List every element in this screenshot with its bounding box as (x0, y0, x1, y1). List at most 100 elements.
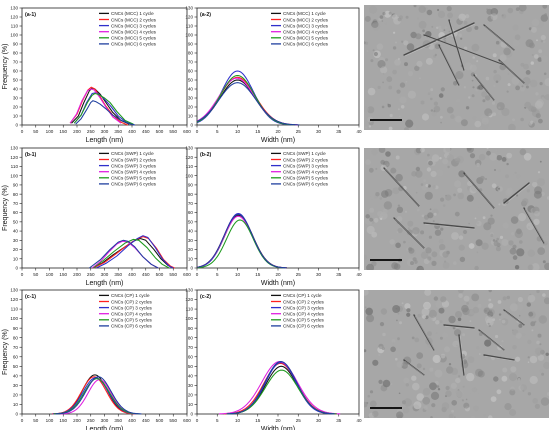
micrograph-grain (530, 61, 534, 65)
micrograph-grain (377, 85, 381, 89)
micrograph-grain (474, 265, 479, 270)
micrograph-grain (392, 341, 395, 344)
y-tick-label: 120 (185, 15, 193, 20)
micrograph-grain (433, 296, 439, 301)
micrograph-grain (407, 220, 414, 227)
micrograph-grain (401, 302, 404, 305)
micrograph-grain (457, 187, 463, 193)
micrograph-grain (365, 159, 371, 165)
micrograph-grain (406, 308, 411, 313)
nanocrystal-rod (523, 207, 545, 244)
micrograph-grain (379, 197, 383, 200)
y-tick-label: 90 (13, 42, 19, 47)
micrograph-grain (375, 192, 380, 197)
micrograph-grain (512, 244, 517, 249)
micrograph-grain (372, 410, 379, 418)
micrograph-grain (526, 222, 534, 231)
micrograph-grain (486, 150, 491, 156)
legend-entry: CNCs (CP) 6 cycles (283, 324, 325, 329)
x-tick-label: 35 (336, 129, 342, 134)
x-tick-label: 100 (46, 418, 54, 423)
micrograph-grain (471, 387, 478, 393)
micrograph-grain (536, 340, 540, 345)
micrograph-grain (384, 189, 393, 197)
micrograph-grain (368, 412, 375, 418)
micrograph-grain (443, 29, 446, 31)
x-tick-label: 450 (142, 129, 150, 134)
micrograph-grain (395, 357, 398, 361)
micrograph-grain (468, 222, 470, 225)
micrograph-grain (489, 153, 498, 161)
micrograph-grain (395, 242, 401, 249)
micrograph-grain (377, 60, 386, 69)
micrograph-grain (448, 363, 452, 366)
y-tick-label: 40 (188, 87, 194, 92)
series-line (96, 235, 174, 269)
micrograph-grain (381, 105, 385, 109)
micrograph-grain (510, 366, 517, 373)
micrograph-grain (372, 49, 375, 52)
y-tick-label: 120 (10, 15, 18, 20)
micrograph-grain (444, 26, 448, 29)
micrograph-grain (515, 332, 522, 339)
micrograph-grain (459, 71, 462, 74)
micrograph-grain (477, 370, 485, 378)
micrograph-grain (443, 148, 451, 154)
micrograph-grain (474, 120, 482, 128)
micrograph-grain (534, 403, 540, 409)
nanocrystal-rod (438, 44, 460, 86)
micrograph-grain (498, 169, 502, 173)
micrograph-grain (507, 7, 514, 14)
series-line (196, 79, 297, 126)
micrograph-grain (389, 113, 393, 118)
micrograph-grain (457, 317, 462, 322)
micrograph-grain (370, 59, 374, 63)
micrograph-grain (395, 173, 403, 182)
micrograph-grain (395, 41, 397, 44)
micrograph-grain (393, 263, 401, 270)
micrograph-grain (381, 190, 389, 198)
micrograph-grain (462, 333, 466, 337)
micrograph-grain (493, 74, 502, 83)
nanocrystal-rod (423, 222, 475, 229)
micrograph-grain (392, 69, 397, 75)
micrograph-grain (454, 329, 462, 337)
series-line (223, 362, 337, 415)
micrograph-grain (491, 183, 497, 189)
panel-label: (c-2) (200, 294, 211, 300)
micrograph-grain (405, 119, 414, 128)
x-tick-label: 250 (87, 418, 95, 423)
micrograph-grain (540, 349, 545, 355)
nanocrystal-rod (458, 334, 465, 376)
micrograph-grain (478, 153, 486, 161)
nanocrystal-rod-edge (394, 218, 426, 250)
micrograph-grain (458, 293, 463, 298)
micrograph-grain (484, 339, 492, 347)
micrograph-grain (512, 329, 519, 336)
micrograph-grain (522, 198, 529, 205)
micrograph-grain (528, 311, 534, 317)
x-tick-label: 200 (73, 129, 81, 134)
micrograph-grain (440, 121, 442, 124)
micrograph-grain (495, 40, 500, 45)
tem-micrograph-swp (364, 148, 549, 270)
micrograph-grain (508, 123, 516, 130)
micrograph-grain (529, 355, 538, 364)
y-tick-label: 0 (15, 123, 18, 128)
y-tick-label: 120 (185, 297, 193, 302)
y-tick-label: 110 (11, 164, 19, 169)
micrograph-grain (490, 8, 499, 16)
y-tick-label: 120 (10, 155, 18, 160)
micrograph-grain (432, 208, 439, 216)
y-tick-label: 100 (10, 33, 18, 38)
micrograph-grain (436, 169, 444, 177)
micrograph-grain (391, 14, 398, 20)
y-tick-label: 30 (13, 96, 19, 101)
micrograph-grain (455, 174, 458, 177)
legend-entry: CNCs (CP) 5 cycles (111, 318, 153, 323)
micrograph-background (364, 5, 549, 130)
micrograph-grain (392, 187, 400, 195)
micrograph-grain (420, 183, 424, 186)
micrograph-grain (426, 331, 432, 337)
micrograph-grain (428, 235, 432, 239)
